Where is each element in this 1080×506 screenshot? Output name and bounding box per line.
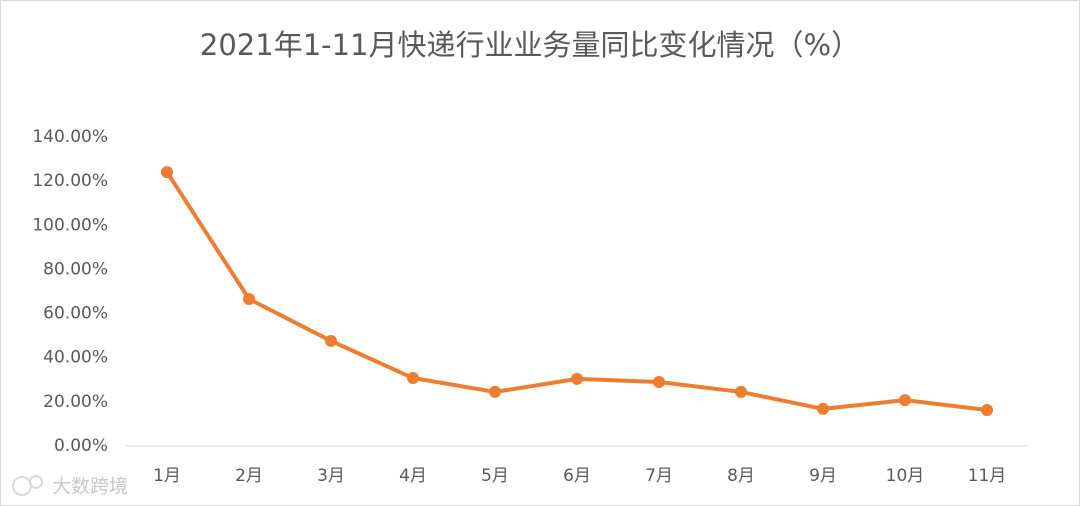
marker [571,372,583,385]
watermark: 大数跨境 [52,476,128,498]
y-tick-label: 60.00% [43,304,108,324]
y-tick-label: 20.00% [43,392,108,412]
marker [489,385,501,398]
marker [325,334,337,347]
marker [161,166,173,179]
y-tick-label: 80.00% [43,259,108,279]
marker [735,385,747,398]
watermark-logo [12,475,43,496]
x-tick-label: 5月 [481,466,509,486]
x-tick-label: 6月 [563,466,591,486]
x-tick-label: 11月 [968,466,1007,486]
marker [407,372,419,385]
x-tick-label: 4月 [399,466,427,486]
y-tick-label: 120.00% [32,171,108,191]
marker [981,404,993,417]
y-tick-label: 100.00% [32,215,108,235]
x-tick-label: 10月 [886,466,925,486]
marker [817,402,829,415]
chart-title: 2021年1-11月快递行业业务量同比变化情况（%） [200,28,860,62]
y-tick-label: 0.00% [54,436,108,456]
x-tick-label: 8月 [727,466,755,486]
marker [899,394,911,407]
x-tick-label: 2月 [235,466,263,486]
marker [653,375,665,388]
x-tick-label: 3月 [317,466,345,486]
y-tick-label: 40.00% [43,348,108,368]
x-tick-label: 1月 [153,466,181,486]
y-tick-label: 140.00% [32,127,108,147]
marker [243,293,255,306]
x-tick-label: 9月 [809,466,837,486]
x-tick-label: 7月 [645,466,673,486]
